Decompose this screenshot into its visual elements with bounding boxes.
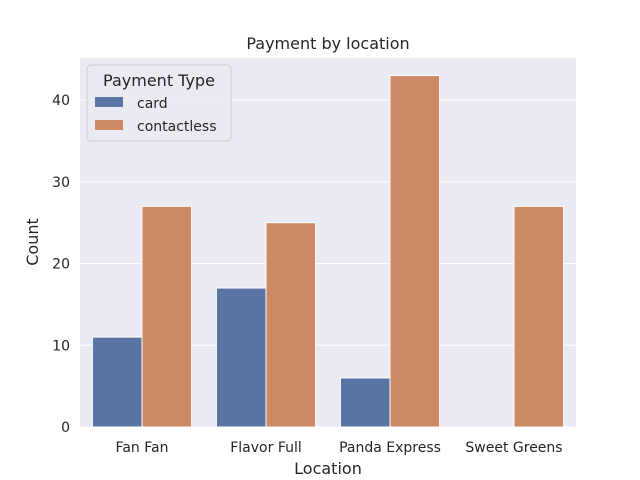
bar-card-2: [340, 378, 390, 427]
y-tick-label: 0: [61, 420, 70, 436]
y-tick-label: 30: [52, 175, 70, 191]
bar-contactless-0: [142, 206, 192, 427]
legend-title: Payment Type: [103, 71, 215, 90]
legend-label-contactless: contactless: [137, 119, 216, 135]
bar-card-1: [216, 288, 266, 427]
legend-swatch-contactless: [95, 120, 123, 130]
x-axis-title: Location: [294, 459, 362, 478]
y-tick-label: 10: [52, 338, 70, 354]
y-tick-label: 40: [52, 93, 70, 109]
x-tick-label: Panda Express: [339, 440, 441, 456]
bar-contactless-3: [514, 206, 564, 427]
y-ticks: 0 10 20 30 40: [52, 93, 70, 436]
y-axis-title: Count: [23, 218, 42, 266]
bar-contactless-2: [390, 76, 440, 427]
bar-contactless-1: [266, 223, 316, 427]
x-tick-label: Flavor Full: [230, 440, 302, 456]
y-tick-label: 20: [52, 257, 70, 273]
x-ticks: Fan Fan Flavor Full Panda Express Sweet Gre…: [116, 440, 563, 456]
legend: Payment Type card contactless: [87, 65, 231, 141]
chart-title: Payment by location: [246, 34, 409, 53]
legend-label-card: card: [137, 96, 168, 112]
x-tick-label: Sweet Greens: [465, 440, 562, 456]
x-tick-label: Fan Fan: [116, 440, 169, 456]
legend-swatch-card: [95, 97, 123, 107]
bar-card-0: [92, 337, 142, 427]
